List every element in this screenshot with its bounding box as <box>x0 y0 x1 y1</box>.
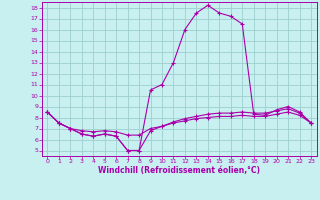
X-axis label: Windchill (Refroidissement éolien,°C): Windchill (Refroidissement éolien,°C) <box>98 166 260 175</box>
